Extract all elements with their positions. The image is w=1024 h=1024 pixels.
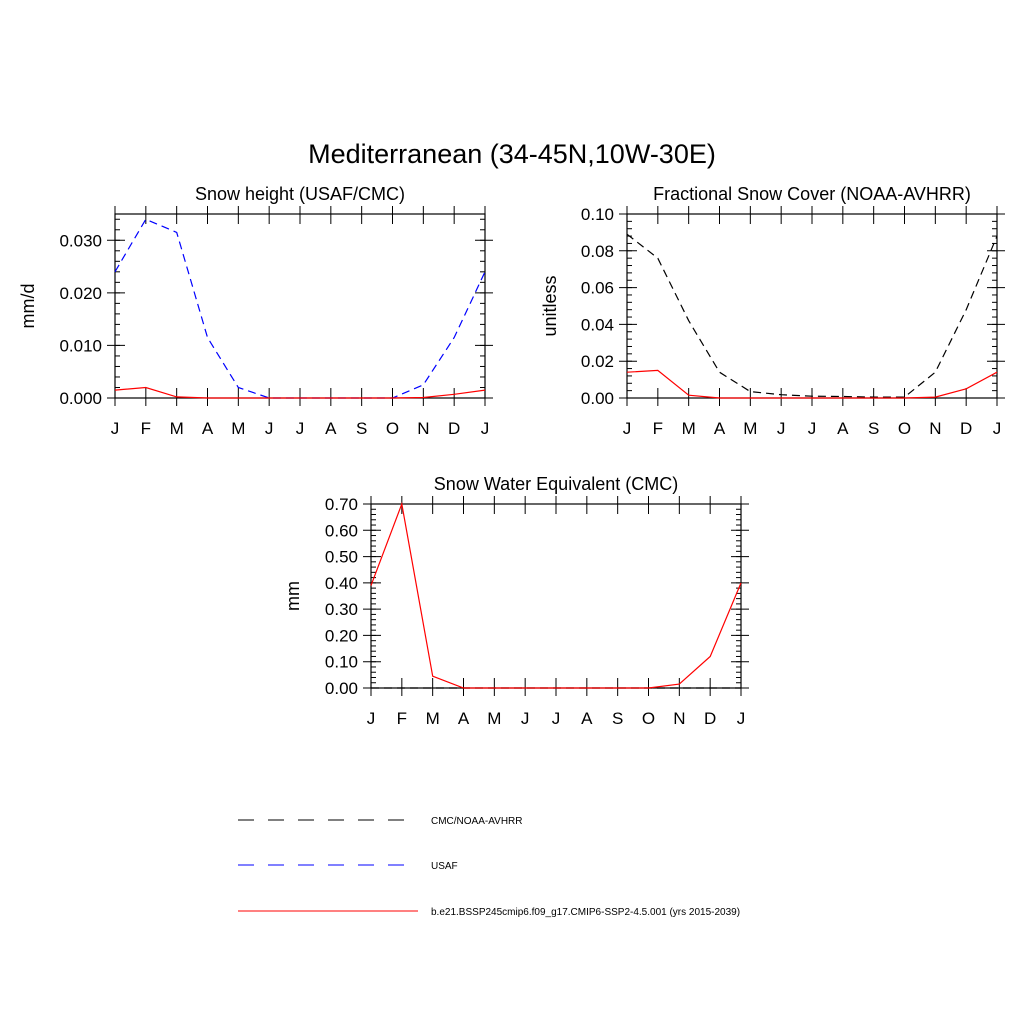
x-tick-label: J (737, 709, 746, 728)
x-tick-label: M (170, 419, 184, 438)
x-tick-label: S (868, 419, 879, 438)
figure-title: Mediterranean (34-45N,10W-30E) (308, 139, 716, 169)
chart-panel-3: Snow Water Equivalent (CMC) mm 0.00 0.10 0.2… (283, 474, 749, 728)
y-tick-label: 0.02 (581, 352, 614, 371)
x-tick-label: J (552, 709, 561, 728)
y-tick-label: 0.020 (59, 284, 102, 303)
series-line-1 (114, 218, 486, 399)
x-tick-label: A (581, 709, 593, 728)
x-tick-label: M (231, 419, 245, 438)
plot-frame (626, 213, 998, 399)
x-tick-label: O (898, 419, 911, 438)
x-tick-label: A (714, 419, 726, 438)
y-tick-label: 0.04 (581, 315, 614, 334)
series-line-2 (370, 501, 742, 689)
y-tick-label: 0.010 (59, 336, 102, 355)
x-tick-label: A (458, 709, 470, 728)
y-tick-label: 0.30 (325, 600, 358, 619)
x-tick-label: O (642, 709, 655, 728)
x-tick-label: J (808, 419, 817, 438)
y-tick-label: 0.08 (581, 242, 614, 261)
y-axis-label: unitless (540, 275, 560, 336)
legend: CMC/NOAA-AVHRR USAF b.e21.BSSP245cmip6.f09… (238, 816, 740, 918)
x-tick-label: J (111, 419, 120, 438)
y-tick-label: 0.10 (581, 205, 614, 224)
panel-title: Snow Water Equivalent (CMC) (434, 474, 678, 494)
y-tick-label: 0.00 (325, 679, 358, 698)
x-tick-label: F (141, 419, 151, 438)
x-tick-label: M (743, 419, 757, 438)
x-tick-label: M (426, 709, 440, 728)
chart-panel-1: Snow height (USAF/CMC) mm/d 0.000 0.010 0.02… (18, 184, 493, 438)
x-tick-label: J (367, 709, 376, 728)
y-tick-label: 0.40 (325, 574, 358, 593)
legend-label-1: CMC/NOAA-AVHRR (431, 816, 522, 827)
series-line-2 (626, 369, 998, 399)
plot-frame (114, 213, 486, 399)
series-line-2 (114, 386, 486, 399)
x-tick-label: J (481, 419, 490, 438)
x-tick-label: F (397, 709, 407, 728)
y-tick-label: 0.20 (325, 626, 358, 645)
y-tick-label: 0.70 (325, 495, 358, 514)
x-tick-label: F (653, 419, 663, 438)
x-tick-label: J (623, 419, 632, 438)
x-tick-label: S (612, 709, 623, 728)
y-axis-label: mm (283, 581, 303, 611)
x-tick-label: M (682, 419, 696, 438)
x-tick-label: A (837, 419, 849, 438)
x-tick-label: N (673, 709, 685, 728)
x-tick-label: J (265, 419, 274, 438)
y-axis-label: mm/d (18, 284, 38, 329)
plot-frame (370, 503, 742, 689)
x-tick-label: D (704, 709, 716, 728)
panel-title: Fractional Snow Cover (NOAA-AVHRR) (653, 184, 971, 204)
x-tick-label: N (929, 419, 941, 438)
y-tick-label: 0.10 (325, 653, 358, 672)
y-tick-label: 0.000 (59, 389, 102, 408)
series-line-1 (626, 233, 998, 398)
x-tick-label: D (960, 419, 972, 438)
panel-title: Snow height (USAF/CMC) (195, 184, 405, 204)
y-tick-label: 0.60 (325, 521, 358, 540)
x-tick-label: D (448, 419, 460, 438)
legend-label-2: USAF (431, 861, 458, 872)
x-tick-label: S (356, 419, 367, 438)
x-tick-label: J (296, 419, 305, 438)
x-tick-label: M (487, 709, 501, 728)
y-tick-label: 0.50 (325, 548, 358, 567)
x-tick-label: A (202, 419, 214, 438)
x-tick-label: O (386, 419, 399, 438)
x-tick-label: J (777, 419, 786, 438)
x-tick-label: J (521, 709, 530, 728)
x-tick-label: J (993, 419, 1002, 438)
y-tick-label: 0.00 (581, 389, 614, 408)
chart-panels: Snow height (USAF/CMC) mm/d 0.000 0.010 0.02… (18, 184, 1005, 728)
x-tick-label: N (417, 419, 429, 438)
y-tick-label: 0.06 (581, 279, 614, 298)
y-tick-label: 0.030 (59, 231, 102, 250)
legend-label-3: b.e21.BSSP245cmip6.f09_g17.CMIP6-SSP2-4.… (431, 907, 740, 918)
chart-panel-2: Fractional Snow Cover (NOAA-AVHRR) unitle… (540, 184, 1005, 438)
x-tick-label: A (325, 419, 337, 438)
